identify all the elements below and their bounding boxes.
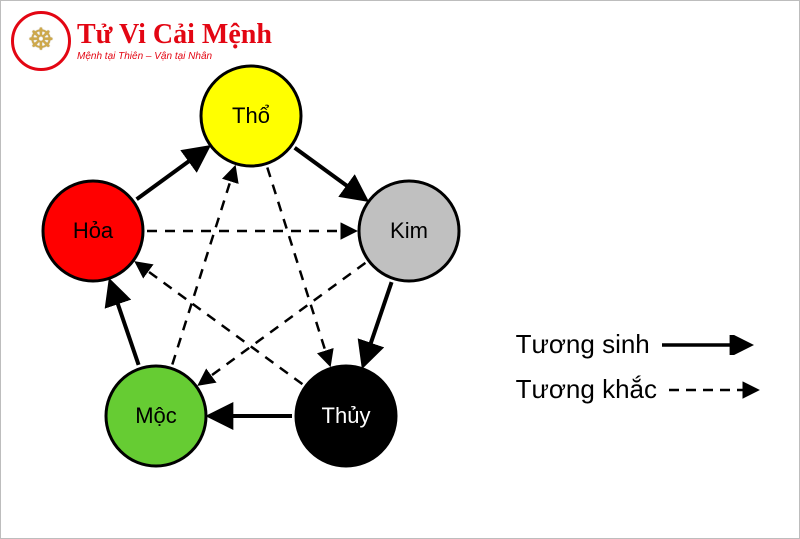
legend-arrow-khac bbox=[669, 380, 769, 400]
page-container: ☸ Tử Vi Cải Mệnh Mệnh tại Thiên – Vận tạ… bbox=[0, 0, 800, 539]
edge-tho-kim bbox=[295, 148, 366, 199]
edge-moc-hoa bbox=[110, 282, 138, 365]
legend-label-khac: Tương khắc bbox=[516, 374, 657, 405]
node-label-tho: Thổ bbox=[232, 103, 270, 128]
edge-kim-thuy bbox=[363, 282, 391, 365]
edge-moc-tho bbox=[172, 167, 234, 364]
khac-edges bbox=[137, 167, 366, 384]
legend-label-sinh: Tương sinh bbox=[516, 329, 650, 360]
legend-arrow-sinh bbox=[662, 335, 762, 355]
legend: Tương sinh Tương khắc bbox=[516, 329, 769, 419]
node-label-hoa: Hỏa bbox=[73, 218, 114, 243]
edge-tho-thuy bbox=[267, 167, 329, 364]
five-elements-diagram: Thổ Kim Thủy Mộc Hỏa bbox=[1, 1, 521, 521]
legend-row-khac: Tương khắc bbox=[516, 374, 769, 405]
node-label-kim: Kim bbox=[390, 218, 428, 243]
node-label-thuy: Thủy bbox=[322, 403, 371, 428]
node-label-moc: Mộc bbox=[135, 403, 177, 428]
legend-row-sinh: Tương sinh bbox=[516, 329, 769, 360]
edge-hoa-tho bbox=[137, 148, 208, 199]
element-nodes: Thổ Kim Thủy Mộc Hỏa bbox=[43, 66, 459, 466]
